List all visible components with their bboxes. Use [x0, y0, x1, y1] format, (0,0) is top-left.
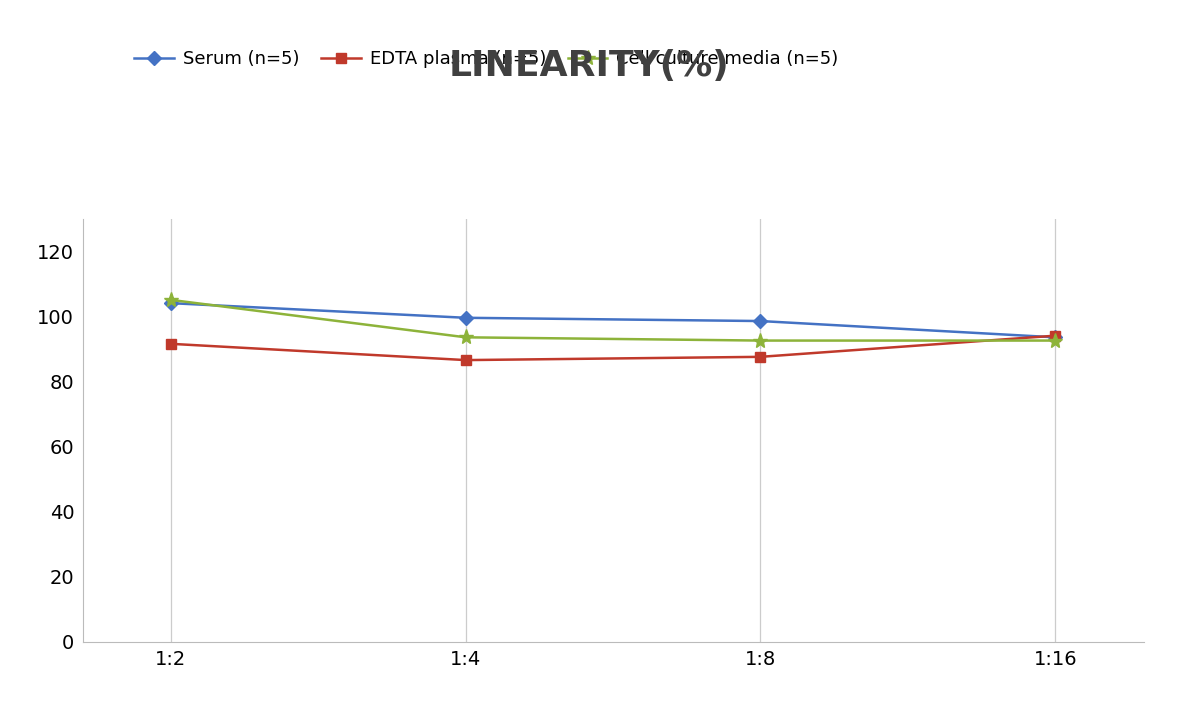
Text: LINEARITY(%): LINEARITY(%) [449, 49, 730, 83]
EDTA plasma (n=5) [1048, 331, 1062, 340]
EDTA plasma (n=5) [164, 340, 178, 348]
Serum (n=5) [753, 317, 768, 325]
Line: Serum (n=5): Serum (n=5) [166, 298, 1060, 342]
Cell culture media (n=5) [1048, 336, 1062, 345]
Serum (n=5) [164, 299, 178, 307]
Line: EDTA plasma (n=5): EDTA plasma (n=5) [166, 331, 1060, 365]
Cell culture media (n=5) [164, 295, 178, 304]
Serum (n=5) [459, 314, 473, 322]
EDTA plasma (n=5) [459, 356, 473, 364]
Line: Cell culture media (n=5): Cell culture media (n=5) [164, 293, 1062, 348]
Legend: Serum (n=5), EDTA plasma (n=5), Cell culture media (n=5): Serum (n=5), EDTA plasma (n=5), Cell cul… [134, 50, 838, 68]
Serum (n=5) [1048, 333, 1062, 341]
Cell culture media (n=5) [753, 336, 768, 345]
EDTA plasma (n=5) [753, 352, 768, 361]
Cell culture media (n=5) [459, 333, 473, 341]
